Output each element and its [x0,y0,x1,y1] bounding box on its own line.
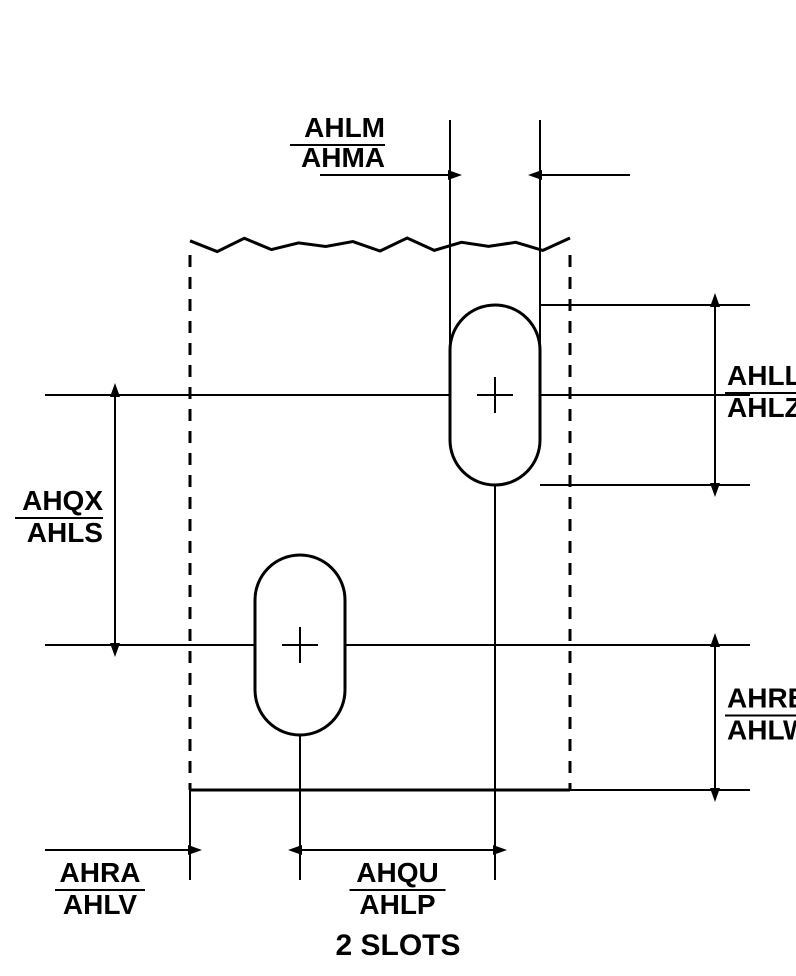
label-ahls: AHLS [27,517,103,548]
label-ahlz: AHLZ [727,392,796,423]
label-ahlm: AHLM [304,112,385,143]
label-ahll: AHLL [727,360,796,391]
label-ahlp: AHLP [359,889,435,920]
label-ahlw: AHLW [727,715,796,746]
diagram-canvas: AHLMAHMA AHLLAHLZ AHQXAHLS AHRBAHLW AHRAAHLV… [0,0,796,976]
label-ahlv: AHLV [63,889,137,920]
label-ahra: AHRA [60,857,141,888]
diagram-title: 2 SLOTS [335,929,460,962]
label-ahrb: AHRB [727,683,796,714]
label-ahqx: AHQX [22,485,103,516]
label-ahqu: AHQU [356,857,438,888]
label-ahma: AHMA [301,142,385,173]
